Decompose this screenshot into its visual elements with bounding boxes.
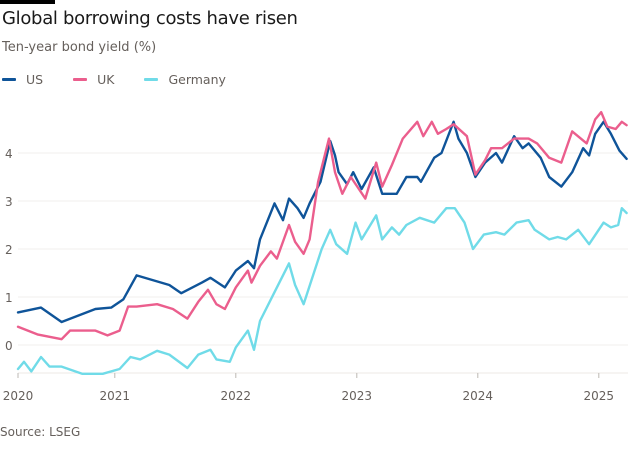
legend: US UK Germany xyxy=(2,72,256,87)
x-tick-label: 2025 xyxy=(584,389,615,403)
brand-bar xyxy=(0,0,55,4)
legend-item-uk: UK xyxy=(73,72,114,87)
series-line-germany xyxy=(16,206,628,375)
y-tick-label: 2 xyxy=(5,243,13,257)
source-note: Source: LSEG xyxy=(0,425,81,439)
legend-label-uk: UK xyxy=(97,72,115,87)
legend-swatch-uk xyxy=(73,78,88,81)
chart-subtitle: Ten-year bond yield (%) xyxy=(2,40,157,55)
y-tick-label: 4 xyxy=(5,147,13,161)
legend-swatch-germany xyxy=(144,78,159,81)
legend-label-us: US xyxy=(26,72,44,87)
legend-item-us: US xyxy=(2,72,43,87)
y-tick-label: 1 xyxy=(5,291,13,305)
legend-label-germany: Germany xyxy=(168,72,226,87)
y-tick-label: 0 xyxy=(5,339,13,353)
x-tick-label: 2020 xyxy=(3,389,34,403)
series-line-us xyxy=(16,120,628,324)
x-tick-label: 2024 xyxy=(463,389,494,403)
legend-item-germany: Germany xyxy=(144,72,226,87)
x-tick-label: 2023 xyxy=(342,389,373,403)
x-tick-label: 2021 xyxy=(100,389,131,403)
legend-swatch-us xyxy=(2,78,16,81)
y-tick-label: 3 xyxy=(5,195,13,209)
x-tick-label: 2022 xyxy=(221,389,252,403)
chart-title: Global borrowing costs have risen xyxy=(2,8,298,29)
series-line-uk xyxy=(16,110,628,341)
